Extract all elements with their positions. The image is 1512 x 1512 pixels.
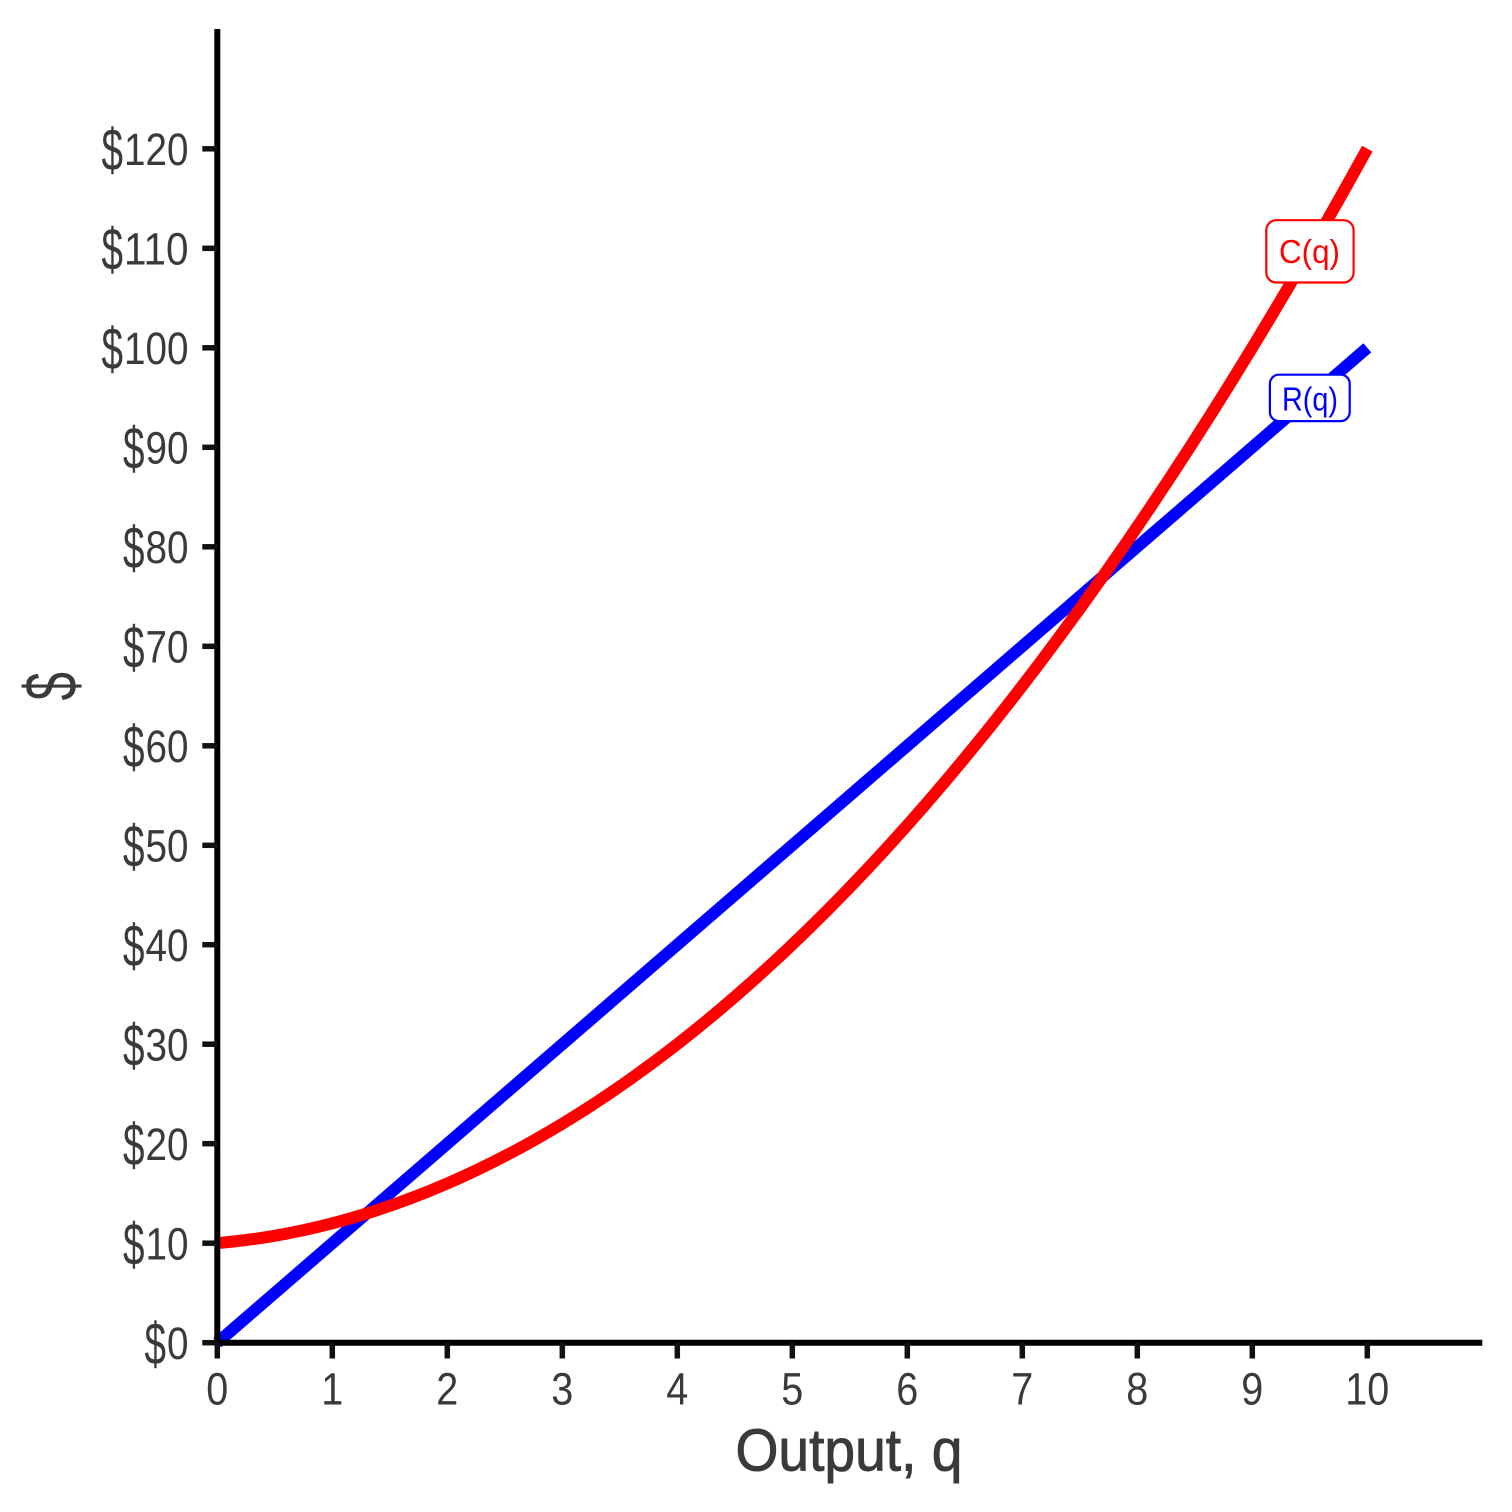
svg-text:$: $: [10, 672, 93, 700]
svg-text:0: 0: [206, 1364, 228, 1415]
svg-text:1: 1: [321, 1364, 343, 1415]
svg-text:6: 6: [896, 1364, 918, 1415]
svg-text:60: 60: [146, 721, 189, 772]
svg-text:Output, q: Output, q: [736, 1417, 963, 1484]
svg-text:120: 120: [124, 124, 189, 175]
svg-text:$: $: [123, 1112, 145, 1178]
svg-text:7: 7: [1011, 1364, 1033, 1415]
svg-text:$: $: [123, 814, 145, 880]
svg-text:30: 30: [146, 1020, 189, 1071]
svg-text:3: 3: [551, 1364, 573, 1415]
svg-text:$: $: [123, 615, 145, 681]
svg-text:70: 70: [146, 622, 189, 673]
svg-text:C(q): C(q): [1279, 233, 1340, 270]
svg-text:110: 110: [124, 224, 189, 275]
svg-text:R(q): R(q): [1282, 380, 1338, 417]
svg-text:$: $: [102, 316, 124, 382]
svg-text:$: $: [123, 515, 145, 581]
svg-text:$: $: [123, 913, 145, 979]
svg-text:20: 20: [146, 1119, 189, 1170]
svg-text:8: 8: [1126, 1364, 1148, 1415]
svg-text:5: 5: [781, 1364, 803, 1415]
svg-text:$: $: [102, 117, 124, 183]
svg-text:90: 90: [146, 423, 189, 474]
svg-text:50: 50: [146, 821, 189, 872]
svg-text:40: 40: [146, 920, 189, 971]
svg-text:2: 2: [436, 1364, 458, 1415]
svg-text:$: $: [123, 714, 145, 780]
svg-text:100: 100: [124, 323, 189, 374]
svg-text:$: $: [145, 1311, 167, 1377]
svg-text:10: 10: [146, 1219, 189, 1270]
svg-text:10: 10: [1345, 1364, 1389, 1415]
svg-text:$: $: [123, 1212, 145, 1278]
svg-text:9: 9: [1241, 1364, 1263, 1415]
svg-text:$: $: [123, 1013, 145, 1079]
svg-text:$: $: [102, 217, 124, 283]
svg-text:4: 4: [666, 1364, 688, 1415]
svg-text:$: $: [123, 416, 145, 482]
svg-text:80: 80: [146, 522, 189, 573]
svg-text:0: 0: [167, 1318, 189, 1369]
